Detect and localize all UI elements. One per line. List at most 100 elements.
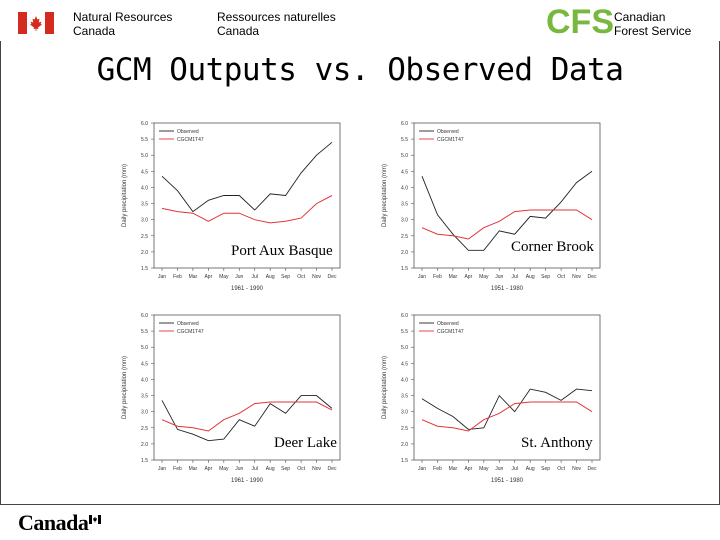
x-tick-label: Jun (495, 466, 503, 472)
series-line-observed (161, 395, 333, 442)
x-tick-label: Nov (572, 274, 581, 280)
header-bar: Natural Resources Canada Ressources natur… (0, 0, 720, 46)
y-tick-label: 4.5 (141, 169, 148, 175)
department-name-french: Ressources naturelles Canada (217, 10, 336, 38)
y-tick-label: 2.0 (141, 442, 148, 448)
legend-entry: Observed (177, 129, 199, 135)
x-tick-label: Jul (252, 274, 258, 280)
x-tick-label: May (219, 274, 229, 280)
x-tick-label: Mar (449, 466, 458, 472)
x-tick-label: Feb (173, 466, 182, 472)
chart-svg: 1.5 2.0 2.5 3.0 3.5 4.0 4.5 5.0 5.5 6.0 Jan Feb Mar A… (382, 121, 601, 292)
x-tick-label: May (479, 274, 489, 280)
y-tick-label: 3.0 (401, 218, 408, 224)
y-tick-label: 6.0 (401, 121, 408, 127)
y-tick-label: 3.5 (141, 202, 148, 208)
y-tick-label: 5.5 (141, 137, 148, 143)
slide-title: GCM Outputs vs. Observed Data (96, 52, 624, 88)
chart-port-aux-basque: 1.5 2.0 2.5 3.0 3.5 4.0 4.5 5.0 5.5 6.0 Jan Feb Mar A… (118, 117, 348, 299)
x-tick-label: Mar (189, 274, 198, 280)
x-tick-label: Nov (312, 274, 321, 280)
series-line-observed (161, 141, 333, 213)
y-tick-label: 4.0 (141, 377, 148, 383)
forest-service-name: Canadian Forest Service (614, 10, 691, 38)
x-tick-label: Nov (572, 466, 581, 472)
x-tick-label: Sep (281, 274, 290, 280)
y-axis-label: Daily precipitation (mm) (122, 356, 128, 419)
x-tick-label: May (219, 466, 229, 472)
x-tick-label: Feb (433, 274, 442, 280)
slide-frame (0, 41, 720, 505)
y-tick-label: 3.5 (401, 394, 408, 400)
y-tick-label: 5.5 (401, 329, 408, 335)
x-tick-label: Nov (312, 466, 321, 472)
x-tick-label: Jul (252, 466, 258, 472)
x-axis-label: 1951 - 1980 (491, 286, 524, 292)
x-tick-label: Feb (173, 274, 182, 280)
legend-entry: Observed (437, 321, 459, 327)
x-tick-label: Jan (158, 466, 166, 472)
y-tick-label: 4.5 (141, 361, 148, 367)
legend-entry: CGCM1T47 (177, 137, 204, 143)
chart-svg: 1.5 2.0 2.5 3.0 3.5 4.0 4.5 5.0 5.5 6.0 Jan Feb Mar A… (122, 121, 341, 292)
x-tick-label: Aug (266, 466, 275, 472)
plot-frame (153, 314, 341, 461)
chart-corner-brook: 1.5 2.0 2.5 3.0 3.5 4.0 4.5 5.0 5.5 6.0 Jan Feb Mar A… (378, 117, 608, 299)
x-axis-label: 1951 - 1980 (491, 478, 524, 484)
x-tick-label: Jun (235, 466, 243, 472)
y-tick-label: 3.0 (141, 218, 148, 224)
series-line-observed (421, 170, 593, 251)
y-tick-label: 1.5 (141, 458, 148, 464)
y-axis-label: Daily precipitation (mm) (382, 164, 388, 227)
x-tick-label: Mar (449, 274, 458, 280)
y-tick-label: 3.5 (401, 202, 408, 208)
y-tick-label: 4.0 (141, 185, 148, 191)
series-line-model (421, 401, 593, 432)
x-tick-label: Sep (281, 466, 290, 472)
cfs-logo: CFS (546, 3, 614, 41)
series-line-model (421, 209, 593, 240)
station-label-corner-brook: Corner Brook (511, 239, 594, 255)
y-tick-label: 2.0 (401, 250, 408, 256)
station-label-port-aux-basque: Port Aux Basque (231, 243, 333, 259)
y-tick-label: 4.5 (401, 361, 408, 367)
plot-frame (153, 122, 341, 269)
y-tick-label: 2.5 (141, 426, 148, 432)
chart-deer-lake: 1.5 2.0 2.5 3.0 3.5 4.0 4.5 5.0 5.5 6.0 Jan Feb Mar A… (118, 309, 348, 491)
x-tick-label: Oct (557, 466, 565, 472)
y-tick-label: 3.5 (141, 394, 148, 400)
y-tick-label: 5.0 (401, 153, 408, 159)
x-tick-label: Jul (512, 466, 518, 472)
x-tick-label: Dec (588, 274, 597, 280)
forest-service-name-text: Canadian Forest Service (614, 10, 692, 38)
x-axis-label: 1961 - 1990 (231, 478, 264, 484)
canada-wordmark: Canada (18, 510, 89, 535)
x-tick-label: Jan (418, 466, 426, 472)
y-tick-label: 6.0 (401, 313, 408, 319)
chart-svg: 1.5 2.0 2.5 3.0 3.5 4.0 4.5 5.0 5.5 6.0 Jan Feb Mar A… (382, 313, 601, 484)
y-tick-label: 2.5 (401, 426, 408, 432)
y-tick-label: 3.0 (401, 410, 408, 416)
x-tick-label: Apr (464, 274, 472, 280)
x-tick-label: Apr (464, 466, 472, 472)
x-tick-label: Oct (557, 274, 565, 280)
chart-svg: 1.5 2.0 2.5 3.0 3.5 4.0 4.5 5.0 5.5 6.0 Jan Feb Mar A… (122, 313, 341, 484)
x-tick-label: Oct (297, 274, 305, 280)
plot-frame (413, 122, 601, 269)
x-tick-label: Aug (526, 274, 535, 280)
x-tick-label: Jun (495, 274, 503, 280)
x-tick-label: Aug (526, 466, 535, 472)
x-tick-label: Dec (588, 466, 597, 472)
station-label-deer-lake: Deer Lake (274, 435, 337, 451)
series-line-observed (421, 388, 593, 430)
y-tick-label: 6.0 (141, 313, 148, 319)
y-tick-label: 2.5 (401, 234, 408, 240)
y-tick-label: 1.5 (401, 458, 408, 464)
legend-entry: CGCM1T47 (177, 329, 204, 335)
x-tick-label: Apr (204, 466, 212, 472)
x-tick-label: Jun (235, 274, 243, 280)
department-name-english: Natural Resources Canada (73, 10, 172, 38)
y-tick-label: 5.0 (401, 345, 408, 351)
y-tick-label: 2.5 (141, 234, 148, 240)
x-tick-label: May (479, 466, 489, 472)
